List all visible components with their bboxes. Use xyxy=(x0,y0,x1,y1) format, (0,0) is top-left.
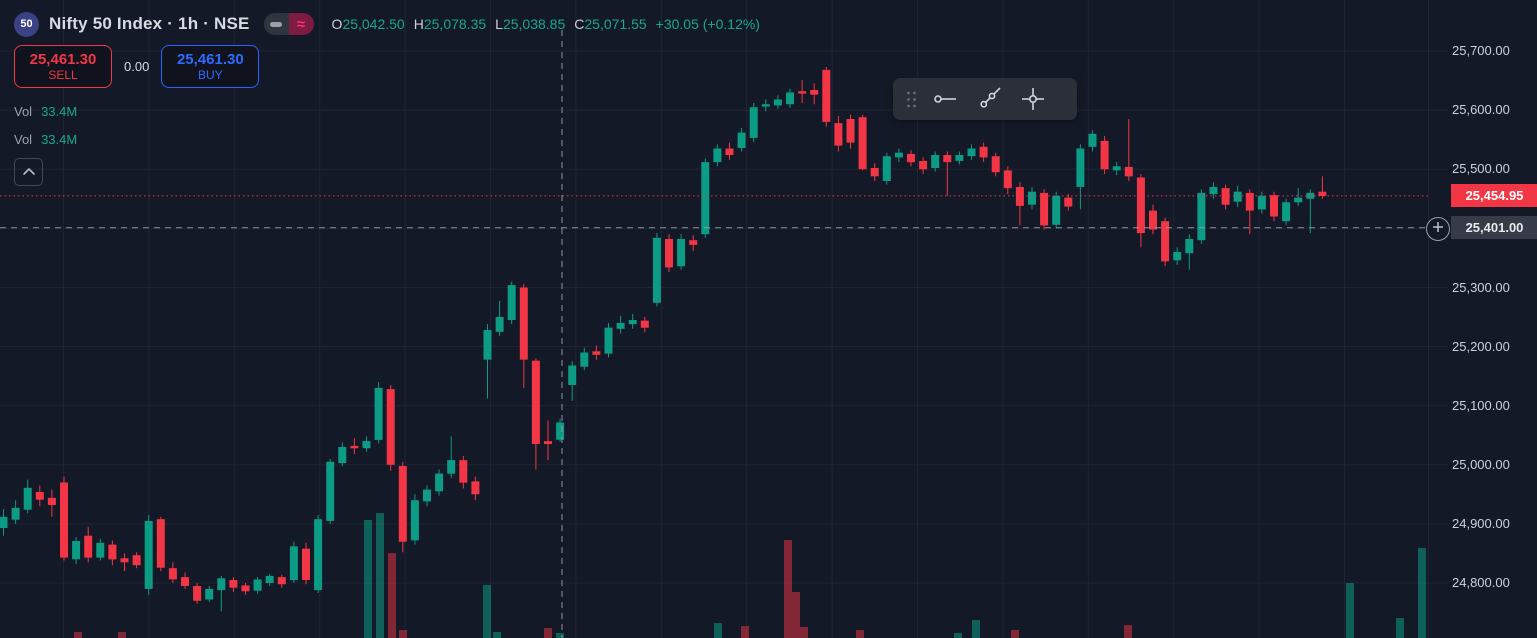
volume-row-1: Vol 33.4M xyxy=(14,97,769,125)
price-axis-tick: 25,300.00 xyxy=(1452,279,1510,295)
trade-panel: 25,461.30 SELL 0.00 25,461.30 BUY xyxy=(14,45,769,88)
volume-row-2: Vol 33.4M xyxy=(14,125,769,153)
collapse-legend-button[interactable] xyxy=(14,158,43,186)
symbol-logo: 50 xyxy=(14,11,39,37)
trend-line-tool-button[interactable] xyxy=(967,82,1011,116)
price-axis-tick: 24,900.00 xyxy=(1452,515,1510,531)
cross-line-icon xyxy=(1019,85,1047,113)
high-value: 25,078.35 xyxy=(423,16,487,32)
chevron-up-icon xyxy=(22,163,36,181)
low-value: 25,038.85 xyxy=(502,16,566,32)
open-value: 25,042.50 xyxy=(342,16,405,32)
symbol-title[interactable]: Nifty 50 Index · 1h · NSE xyxy=(49,14,250,33)
close-label: C xyxy=(574,16,585,32)
dash-icon xyxy=(270,21,283,27)
sell-price: 25,461.30 xyxy=(29,51,97,68)
low-label: L xyxy=(495,16,503,32)
chart-style-toggle[interactable]: ≈ xyxy=(263,13,314,35)
volume-value: 33.4M xyxy=(41,103,78,119)
price-axis-tick: 24,800.00 xyxy=(1452,575,1510,590)
add-alert-plus-button[interactable] xyxy=(1426,216,1450,241)
volume-label: Vol xyxy=(14,103,33,119)
volume-value: 33.4M xyxy=(41,131,78,147)
sell-label: SELL xyxy=(48,68,78,82)
crosshair-price-label: 25,401.00 xyxy=(1451,216,1537,240)
drawing-toolbar xyxy=(893,78,1077,120)
plus-icon xyxy=(1432,220,1444,238)
toggle-wave-option[interactable]: ≈ xyxy=(288,13,314,35)
price-axis-tick: 25,200.00 xyxy=(1452,338,1510,354)
open-label: O xyxy=(331,16,343,32)
sell-button[interactable]: 25,461.30 SELL xyxy=(14,45,112,88)
price-axis-tick: 25,700.00 xyxy=(1452,43,1510,58)
close-value: 25,071.55 xyxy=(584,16,647,32)
price-axis-tick: 25,600.00 xyxy=(1452,102,1510,118)
horizontal-line-icon xyxy=(931,85,959,113)
change-value: +30.05 (+0.12%) xyxy=(655,16,760,32)
trend-line-icon xyxy=(975,85,1003,113)
high-label: H xyxy=(413,16,424,32)
buy-label: BUY xyxy=(197,68,223,82)
toggle-dash-option[interactable] xyxy=(263,13,289,35)
volume-label: Vol xyxy=(14,131,33,147)
volume-indicator-legend: Vol 33.4M Vol 33.4M xyxy=(14,97,769,153)
cross-line-tool-button[interactable] xyxy=(1011,82,1055,116)
symbol-row: 50 Nifty 50 Index · 1h · NSE ≈ O25,042.5… xyxy=(14,10,769,38)
price-axis-tick: 25,100.00 xyxy=(1452,397,1510,413)
price-axis-tick: 25,500.00 xyxy=(1452,161,1510,177)
horizontal-line-tool-button[interactable] xyxy=(923,82,967,116)
buy-button[interactable]: 25,461.30 BUY xyxy=(161,45,260,88)
toolbar-drag-handle-icon[interactable] xyxy=(903,89,919,109)
last-price-label: 25,454.95 xyxy=(1451,184,1537,208)
spread-value: 0.00 xyxy=(124,59,150,74)
ohlc-readout: O25,042.50 H25,078.35 L25,038.85 C25,071… xyxy=(332,16,769,32)
price-axis-tick: 25,000.00 xyxy=(1452,456,1510,472)
price-axis[interactable]: 25,700.0025,600.0025,500.0025,400.0025,3… xyxy=(1428,0,1537,638)
chart-legend: 50 Nifty 50 Index · 1h · NSE ≈ O25,042.5… xyxy=(14,10,769,186)
buy-price: 25,461.30 xyxy=(176,51,244,68)
